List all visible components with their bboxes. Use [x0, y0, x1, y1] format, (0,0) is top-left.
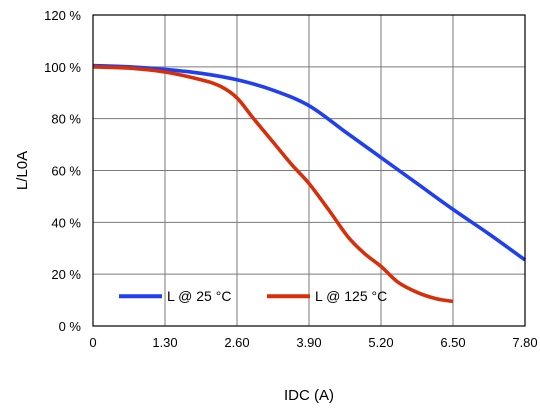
x-tick-label: 0 [89, 335, 96, 350]
grid-lines [92, 14, 526, 327]
x-tick-label: 7.80 [512, 335, 537, 350]
y-axis-title: L/L0A [14, 151, 31, 190]
y-axis-tick-labels: 0 % 20 % 40 % 60 % 80 % 100 % 120 % [44, 8, 81, 334]
y-tick-label: 20 % [51, 267, 81, 282]
series-line-1 [92, 63, 527, 262]
x-axis-title: IDC (A) [284, 387, 334, 404]
legend: L @ 25 °C L @ 125 °C [119, 288, 387, 304]
x-tick-label: 2.60 [224, 335, 249, 350]
y-tick-label: 60 % [51, 164, 81, 179]
y-tick-label: 0 % [59, 319, 82, 334]
y-tick-label: 40 % [51, 215, 81, 230]
y-tick-label: 120 % [44, 8, 81, 23]
series-lines [92, 63, 527, 304]
series-line-2 [92, 65, 454, 304]
legend-label-1: L @ 25 °C [167, 288, 231, 304]
legend-label-2: L @ 125 °C [315, 288, 387, 304]
x-tick-label: 6.50 [440, 335, 465, 350]
x-tick-label: 5.20 [368, 335, 393, 350]
y-tick-label: 100 % [44, 60, 81, 75]
x-axis-tick-labels: 0 1.30 2.60 3.90 5.20 6.50 7.80 [89, 335, 537, 350]
plot-area-frame [92, 14, 526, 327]
x-tick-label: 1.30 [152, 335, 177, 350]
y-tick-label: 80 % [51, 112, 81, 127]
x-tick-label: 3.90 [296, 335, 321, 350]
